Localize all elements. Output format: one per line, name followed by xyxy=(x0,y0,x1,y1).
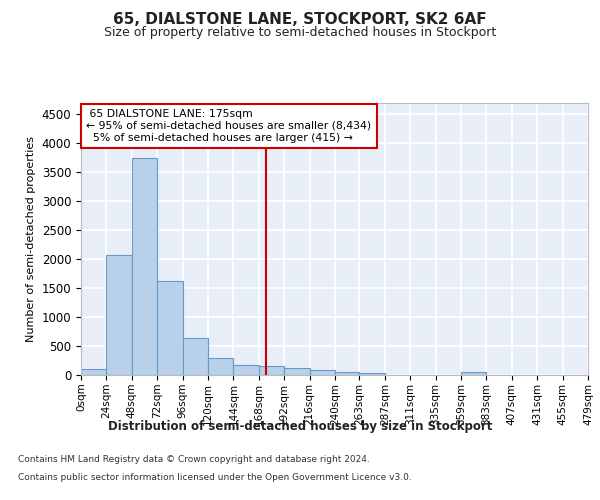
Bar xyxy=(106,254,132,375)
Text: Contains public sector information licensed under the Open Government Licence v3: Contains public sector information licen… xyxy=(18,472,412,482)
Bar xyxy=(157,281,182,375)
Bar xyxy=(284,368,310,375)
Bar xyxy=(335,372,359,375)
Bar xyxy=(233,366,259,375)
Y-axis label: Number of semi-detached properties: Number of semi-detached properties xyxy=(26,136,36,342)
Text: Size of property relative to semi-detached houses in Stockport: Size of property relative to semi-detach… xyxy=(104,26,496,39)
Text: Contains HM Land Registry data © Crown copyright and database right 2024.: Contains HM Land Registry data © Crown c… xyxy=(18,455,370,464)
Bar xyxy=(310,370,335,375)
Bar xyxy=(182,338,208,375)
Bar xyxy=(461,372,487,375)
Bar xyxy=(259,366,284,375)
Bar xyxy=(132,158,157,375)
Text: 65, DIALSTONE LANE, STOCKPORT, SK2 6AF: 65, DIALSTONE LANE, STOCKPORT, SK2 6AF xyxy=(113,12,487,28)
Bar xyxy=(208,358,233,375)
Text: Distribution of semi-detached houses by size in Stockport: Distribution of semi-detached houses by … xyxy=(108,420,492,433)
Text: 65 DIALSTONE LANE: 175sqm
← 95% of semi-detached houses are smaller (8,434)
  5%: 65 DIALSTONE LANE: 175sqm ← 95% of semi-… xyxy=(86,110,371,142)
Bar xyxy=(359,374,385,375)
Bar xyxy=(81,369,106,375)
